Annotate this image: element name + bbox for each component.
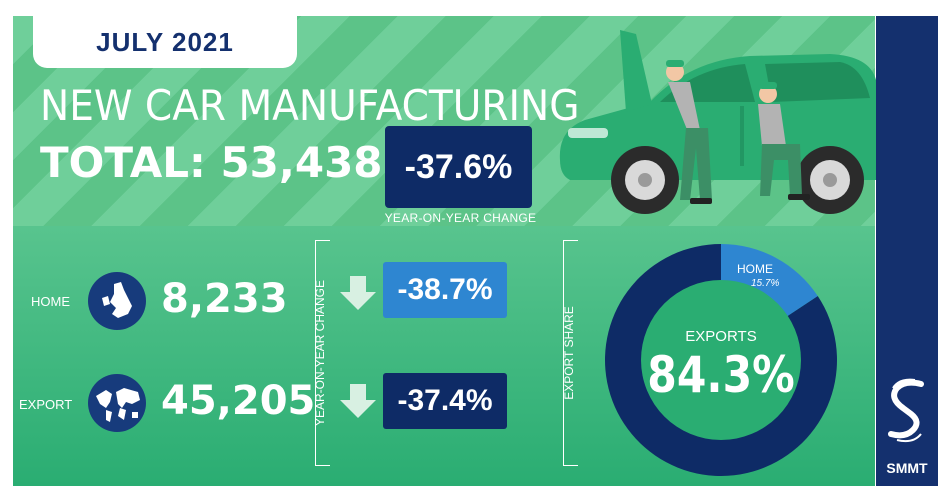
arrow-down-icon [340, 384, 376, 418]
export-label: EXPORT [19, 397, 73, 412]
export-share-bracket [563, 240, 578, 466]
donut-home-value: 15.7% [751, 278, 780, 289]
arrow-down-icon [340, 276, 376, 310]
smmt-logo-icon [888, 378, 924, 443]
total-production: TOTAL: 53,438 [40, 138, 383, 187]
donut-center [641, 280, 801, 440]
brand-panel: SMMT [876, 16, 938, 486]
date-label: JULY 2021 [96, 26, 234, 57]
date-tab: JULY 2021 [33, 16, 297, 68]
total-label: TOTAL: [40, 138, 206, 187]
donut-home-label: HOME [737, 262, 773, 276]
export-change-value: -37.4% [397, 384, 493, 417]
page-title: NEW CAR MANUFACTURING [40, 81, 580, 130]
brand-name: SMMT [886, 460, 928, 476]
export-share-caption: EXPORT SHARE [562, 306, 576, 400]
home-value: 8,233 [161, 276, 288, 322]
export-value: 45,205 [161, 378, 316, 424]
home-label: HOME [31, 294, 70, 309]
uk-map-icon [88, 272, 146, 330]
export-share-donut: EXPORTS 84.3% HOME 15.7% [603, 242, 839, 478]
total-change-caption: YEAR-ON-YEAR CHANGE [384, 211, 537, 225]
total-change-badge: -37.6% [385, 126, 532, 208]
total-change-value: -37.6% [404, 147, 513, 186]
total-value: 53,438 [220, 138, 383, 187]
home-change-value: -38.7% [397, 273, 493, 306]
export-change-badge: -37.4% [383, 373, 507, 429]
car-mechanics-illustration [559, 30, 876, 214]
yoy-bracket [315, 240, 330, 466]
home-change-badge: -38.7% [383, 262, 507, 318]
donut-exports-label: EXPORTS [685, 328, 757, 345]
donut-exports-value: 84.3% [647, 346, 795, 404]
yoy-caption: YEAR-ON-YEAR CHANGE [313, 279, 327, 427]
breakdown-band: HOME 8,233 EXPORT 45,205 YEAR-ON-YEAR CH… [13, 226, 875, 486]
globe-icon [88, 374, 146, 432]
